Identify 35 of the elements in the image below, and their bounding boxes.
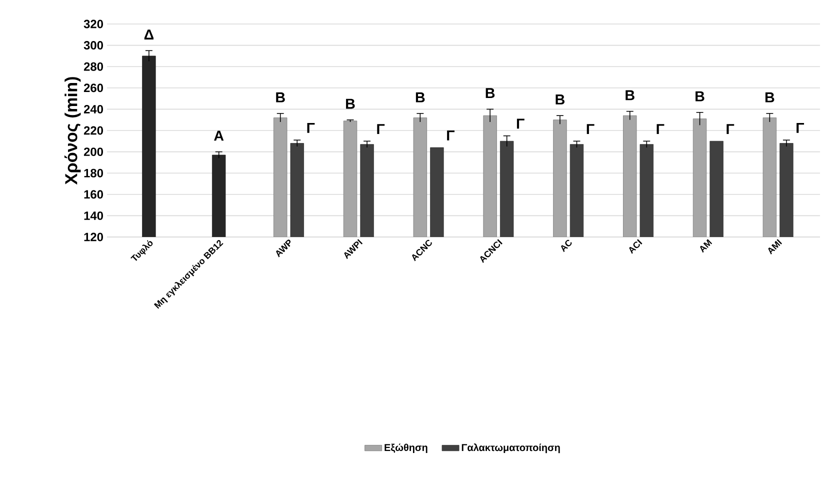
data-label: Γ	[516, 118, 524, 129]
y-tick-label: 160	[84, 190, 103, 199]
legend-label: Γαλακτωματοποίηση	[462, 444, 560, 454]
data-label: B	[765, 92, 774, 102]
data-label: Δ	[144, 30, 154, 40]
x-tick-label: AM	[700, 239, 712, 253]
data-label: Γ	[307, 123, 315, 133]
x-tick-label: AC	[561, 240, 572, 252]
y-tick-label: 140	[84, 211, 103, 220]
legend-label: Εξώθηση	[384, 444, 428, 454]
y-axis-title: Χρόνος (min)	[64, 77, 81, 185]
data-label: B	[346, 98, 355, 109]
data-label: A	[214, 130, 224, 141]
data-label: Γ	[726, 124, 734, 134]
y-tick-label: 220	[84, 126, 103, 135]
data-label: Γ	[586, 124, 594, 134]
data-label: Γ	[796, 123, 804, 133]
x-tick-label: ACI	[629, 239, 642, 254]
data-label: B	[626, 90, 634, 100]
data-label: B	[696, 91, 704, 102]
y-tick-label: 200	[84, 148, 103, 156]
data-label: Γ	[656, 124, 664, 134]
data-label: Γ	[447, 130, 454, 140]
y-tick-label: 120	[84, 232, 103, 242]
data-label: B	[486, 88, 495, 98]
y-tick-label: 320	[84, 20, 103, 28]
y-tick-label: 260	[84, 84, 103, 92]
y-tick-label: 180	[84, 168, 103, 178]
y-tick-label: 280	[84, 62, 103, 71]
y-tick-label: 240	[84, 104, 103, 114]
data-label: B	[416, 92, 425, 102]
data-label: Γ	[377, 124, 385, 134]
data-label: B	[556, 94, 564, 104]
data-label: B	[276, 92, 285, 102]
y-tick-label: 300	[84, 41, 103, 50]
